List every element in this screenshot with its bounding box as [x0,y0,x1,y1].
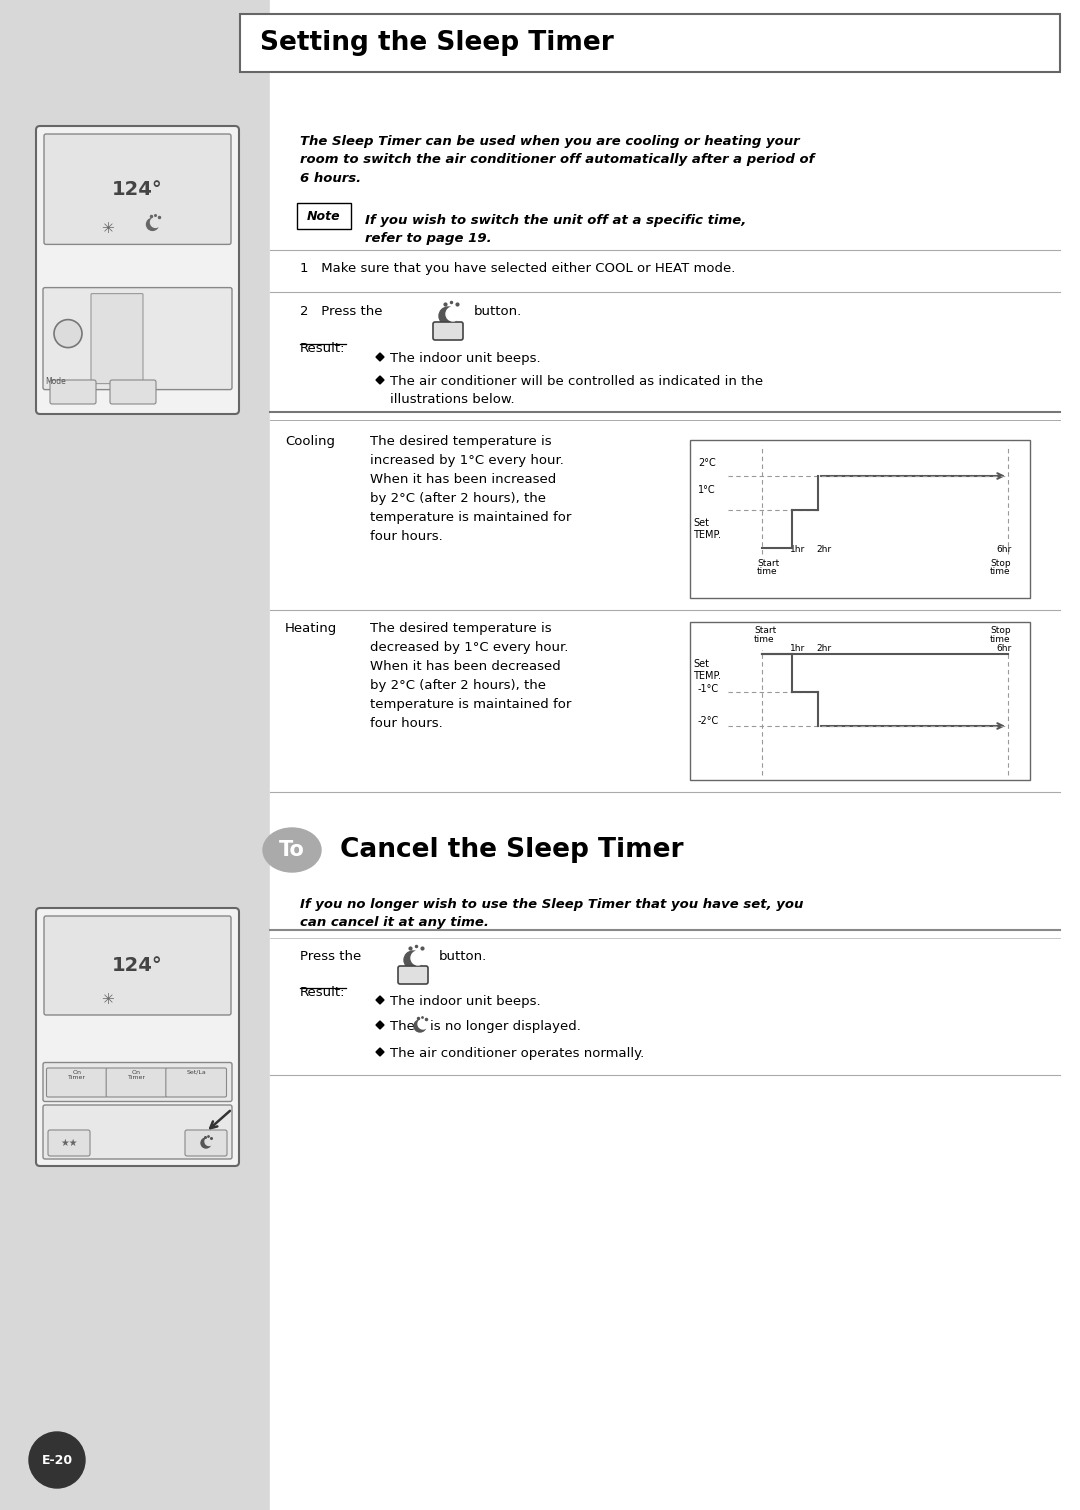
FancyBboxPatch shape [36,125,239,414]
Polygon shape [376,1021,384,1028]
Text: The air conditioner operates normally.: The air conditioner operates normally. [390,1046,645,1060]
Circle shape [418,1019,428,1028]
Text: Set
TEMP.: Set TEMP. [693,518,721,539]
FancyBboxPatch shape [44,917,231,1015]
Circle shape [201,1139,211,1148]
Text: Setting the Sleep Timer: Setting the Sleep Timer [260,30,613,56]
Polygon shape [376,1048,384,1055]
Text: Heating: Heating [285,622,337,636]
Text: 1   Make sure that you have selected either COOL or HEAT mode.: 1 Make sure that you have selected eithe… [300,263,735,275]
Circle shape [29,1431,85,1487]
FancyBboxPatch shape [48,1129,90,1157]
Text: The air conditioner will be controlled as indicated in the
illustrations below.: The air conditioner will be controlled a… [390,374,764,406]
Circle shape [54,320,82,347]
Text: The indoor unit beeps.: The indoor unit beeps. [390,352,541,365]
Polygon shape [376,997,384,1004]
Text: -1°C: -1°C [698,684,719,695]
Text: 2hr: 2hr [816,545,832,554]
Circle shape [205,1137,213,1146]
Text: Start: Start [754,627,777,636]
Text: Stop: Stop [990,627,1011,636]
Text: time: time [990,636,1011,643]
Text: button.: button. [474,305,523,319]
Circle shape [404,951,422,969]
Polygon shape [376,376,384,384]
FancyBboxPatch shape [91,293,143,384]
Text: Set/La: Set/La [186,1069,206,1075]
Circle shape [411,951,426,965]
FancyBboxPatch shape [43,1063,232,1101]
Text: is no longer displayed.: is no longer displayed. [430,1019,581,1033]
FancyBboxPatch shape [50,381,96,405]
Text: time: time [990,566,1011,575]
Text: The indoor unit beeps.: The indoor unit beeps. [390,995,541,1009]
Text: Cooling: Cooling [285,435,335,448]
Text: Result:: Result: [300,341,346,355]
Text: On
Timer: On Timer [68,1069,85,1080]
Text: 1hr: 1hr [789,545,806,554]
FancyBboxPatch shape [44,134,231,245]
Bar [690,439,1030,598]
Text: Set
TEMP.: Set TEMP. [693,658,721,681]
Text: button.: button. [438,950,487,963]
Text: If you no longer wish to use the Sleep Timer that you have set, you
can cancel i: If you no longer wish to use the Sleep T… [300,898,804,929]
Polygon shape [376,353,384,361]
FancyBboxPatch shape [297,202,351,230]
Circle shape [150,217,161,228]
Text: The desired temperature is
decreased by 1°C every hour.
When it has been decreas: The desired temperature is decreased by … [370,622,571,729]
Text: -2°C: -2°C [698,716,719,726]
Text: time: time [757,566,778,575]
FancyBboxPatch shape [43,287,232,390]
Text: time: time [754,636,774,643]
Text: E-20: E-20 [41,1454,72,1466]
Text: If you wish to switch the unit off at a specific time,
refer to page 19.: If you wish to switch the unit off at a … [365,214,746,245]
Bar [270,0,1080,1510]
Text: 1°C: 1°C [698,485,716,495]
Text: 1hr: 1hr [789,643,806,652]
Text: Stop: Stop [990,559,1011,568]
FancyBboxPatch shape [433,322,463,340]
Text: 124°: 124° [112,956,163,975]
Bar [690,622,1030,781]
Text: 2°C: 2°C [698,458,716,468]
FancyBboxPatch shape [399,966,428,985]
Text: ✳: ✳ [102,220,113,236]
Text: Cancel the Sleep Timer: Cancel the Sleep Timer [340,837,684,864]
Text: Note: Note [307,210,341,222]
Text: On
Timer: On Timer [127,1069,146,1080]
Text: Mode: Mode [45,376,66,385]
FancyBboxPatch shape [106,1068,166,1096]
FancyBboxPatch shape [36,908,239,1166]
FancyBboxPatch shape [166,1068,227,1096]
Text: Result:: Result: [300,986,346,1000]
Circle shape [438,307,457,325]
Text: The Sleep Timer can be used when you are cooling or heating your
room to switch : The Sleep Timer can be used when you are… [300,134,814,186]
FancyBboxPatch shape [46,1068,107,1096]
FancyBboxPatch shape [43,1105,232,1160]
Circle shape [414,1019,426,1031]
Circle shape [147,219,159,231]
Text: 124°: 124° [112,180,163,199]
Text: Press the: Press the [300,950,361,963]
Ellipse shape [264,827,321,871]
FancyBboxPatch shape [110,381,156,405]
Text: The desired temperature is
increased by 1°C every hour.
When it has been increas: The desired temperature is increased by … [370,435,571,544]
Circle shape [446,307,460,322]
Text: Start: Start [757,559,780,568]
Text: To: To [279,840,305,861]
Text: 6hr: 6hr [996,545,1011,554]
Bar [240,14,1059,72]
Text: 2hr: 2hr [816,643,832,652]
Text: The: The [390,1019,415,1033]
Text: 2   Press the: 2 Press the [300,305,382,319]
FancyBboxPatch shape [185,1129,227,1157]
Text: ★★: ★★ [60,1139,78,1148]
Text: ✳: ✳ [102,992,113,1007]
Text: 6hr: 6hr [996,643,1011,652]
